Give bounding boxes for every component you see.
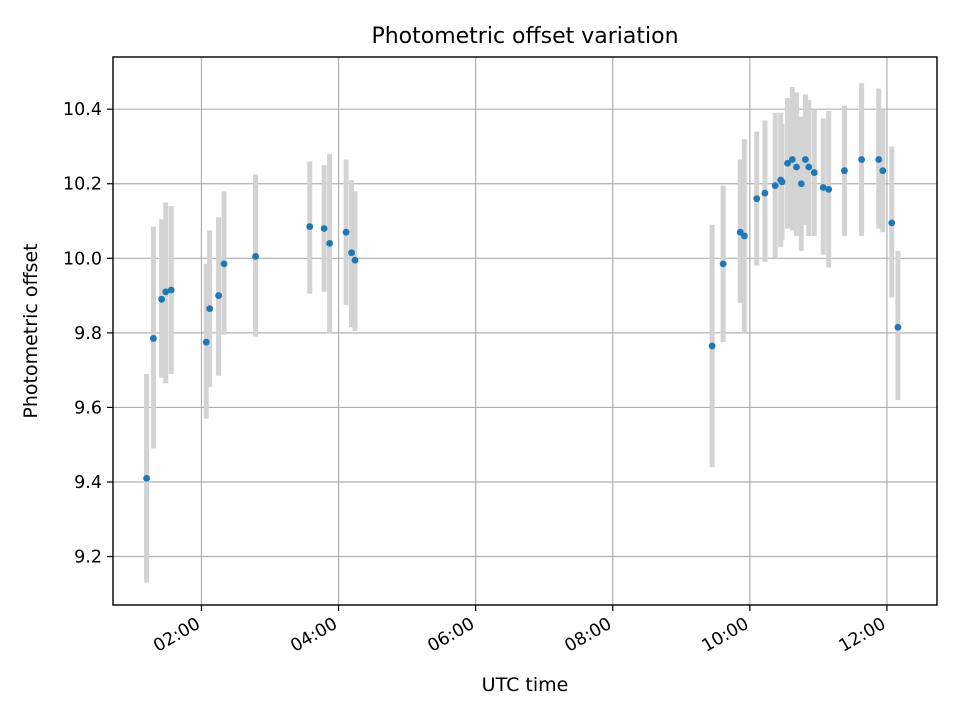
y-tick-label: 10.2 xyxy=(63,175,102,195)
data-point xyxy=(788,156,796,163)
data-point xyxy=(719,260,727,268)
data-point xyxy=(771,182,779,190)
y-axis-ticks: 9.2 9.4 9.6 9.8 10.0 10.2 10.4 xyxy=(63,100,113,568)
data-point xyxy=(326,239,334,247)
data-point xyxy=(825,185,833,193)
y-tick-label: 10.4 xyxy=(63,100,102,120)
data-point xyxy=(753,195,761,203)
data-point xyxy=(841,167,848,175)
data-point xyxy=(215,292,222,299)
data-point xyxy=(162,288,170,296)
y-tick-label: 9.2 xyxy=(74,548,102,568)
data-point xyxy=(150,335,157,342)
data-point xyxy=(320,225,328,232)
data-point xyxy=(143,474,150,482)
data-point xyxy=(858,156,865,163)
y-tick-label: 9.4 xyxy=(74,473,102,493)
data-point xyxy=(158,295,166,303)
data-points xyxy=(143,156,902,482)
data-point xyxy=(342,228,350,236)
data-point xyxy=(894,323,902,331)
y-tick-label: 9.8 xyxy=(74,324,102,344)
y-tick-label: 9.6 xyxy=(74,398,102,418)
grid-lines xyxy=(113,57,937,605)
data-point xyxy=(801,156,809,163)
plot-frame xyxy=(112,56,938,606)
y-axis-label: Photometric offset xyxy=(20,243,42,418)
data-point xyxy=(740,232,748,240)
data-point xyxy=(206,305,214,313)
data-point xyxy=(778,178,786,186)
chart-title: Photometric offset variation xyxy=(371,24,678,49)
data-point xyxy=(797,180,805,188)
x-axis-label: UTC time xyxy=(482,674,569,696)
data-point xyxy=(819,184,827,191)
data-point xyxy=(167,286,175,294)
data-point xyxy=(888,219,896,227)
data-point xyxy=(306,223,314,231)
data-point xyxy=(202,338,210,346)
data-point xyxy=(220,260,228,268)
data-point xyxy=(810,169,818,176)
data-point xyxy=(879,167,887,175)
data-point xyxy=(708,342,716,350)
data-point xyxy=(351,256,359,264)
data-point xyxy=(761,189,769,197)
y-tick-label: 10.0 xyxy=(63,249,102,269)
data-point xyxy=(793,163,800,171)
data-point xyxy=(252,253,259,260)
data-point xyxy=(875,156,883,163)
data-point xyxy=(805,163,813,171)
data-point xyxy=(784,159,791,167)
data-point xyxy=(348,249,355,257)
